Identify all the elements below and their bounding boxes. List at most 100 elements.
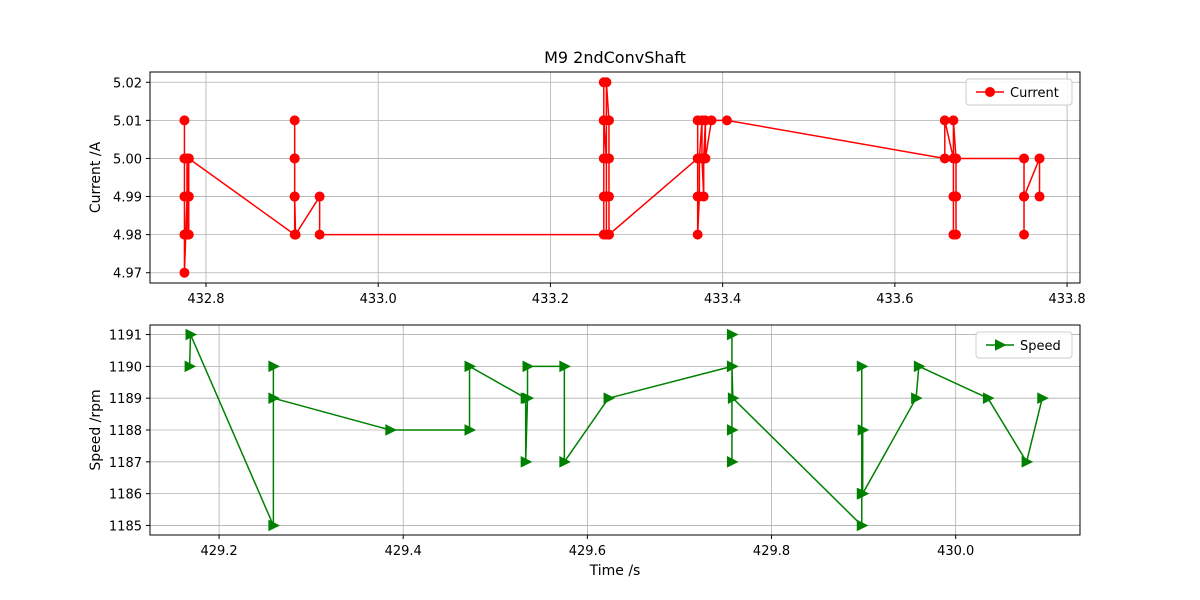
y-tick-label: 5.00 [113,152,142,167]
legend-label: Speed [1020,339,1061,354]
data-point [603,115,614,126]
data-point [289,191,300,202]
data-point [698,191,709,202]
data-point [939,115,950,126]
data-point [268,392,281,404]
data-point [856,519,869,532]
data-point [726,360,739,373]
data-point [268,360,281,373]
data-point [290,229,301,240]
chart-title: M9 2ndConvShaft [544,48,686,67]
data-point [951,229,961,240]
data-point [183,153,194,164]
data-point [706,115,717,126]
data-point [559,360,571,373]
y-tick-label: 1189 [109,392,142,407]
y-axis-label: Speed /rpm [88,389,104,470]
x-tick-label: 433.2 [532,292,569,307]
x-tick-label: 429.2 [200,544,237,559]
x-axis-label: Time /s [589,563,641,579]
data-point [185,328,198,341]
data-point [727,392,740,404]
legend-label: Current [1010,86,1059,101]
data-point [1019,229,1030,240]
x-tick-label: 430.0 [937,544,974,559]
data-point [179,267,190,278]
x-tick-label: 432.8 [187,292,224,307]
x-tick-label: 433.6 [876,292,913,307]
legend: Current [965,78,1073,106]
data-point [721,115,732,126]
data-point [939,153,950,164]
x-tick-label: 429.6 [569,544,606,559]
data-point [179,115,190,126]
y-axis-label: Current /A [88,141,104,213]
data-point [314,191,325,202]
data-point [1019,191,1030,202]
data-point [948,115,959,126]
data-point [522,392,535,404]
data-point [857,424,870,436]
data-point [603,229,614,240]
data-point [726,424,739,436]
data-point [692,229,703,240]
legend-marker [985,87,995,97]
y-tick-label: 4.99 [113,191,142,206]
legend-box [965,78,1073,106]
data-point [522,360,535,373]
y-tick-label: 5.02 [113,76,142,91]
legend-marker [995,339,1007,351]
current-subplot: 432.8 433.0 433.2 433.4 433.6 433.8 4.97 4.98 4.… [88,71,1086,307]
data-point [464,424,477,436]
y-tick-label: 1191 [109,329,142,344]
y-tick-label: 1187 [109,456,142,471]
data-point [982,392,995,404]
data-point [951,191,961,202]
data-point [520,456,533,468]
data-point [268,519,281,532]
data-point [1037,392,1049,404]
x-tick-label: 429.8 [753,544,790,559]
data-point [314,229,325,240]
data-point [911,392,923,404]
data-point [385,424,397,436]
y-tick-label: 4.98 [113,229,142,244]
data-point [603,392,616,404]
data-point [464,360,477,373]
data-point [183,191,194,202]
y-tick-label: 5.01 [113,114,142,129]
data-point [1021,456,1034,468]
data-point [857,487,870,500]
data-point [1034,153,1045,164]
x-tick-label: 433.0 [360,292,397,307]
data-point [184,360,197,373]
data-point [913,360,926,373]
speed-subplot: 429.2 429.4 429.6 429.8 430.0 1185 1186 1187 118… [88,324,1081,579]
data-point [726,456,739,468]
data-point [289,115,300,126]
data-point [856,360,869,373]
y-tick-label: 1190 [109,360,142,375]
plot-frame [149,71,1081,284]
data-point [951,153,961,164]
data-point [700,153,711,164]
data-point [726,328,739,341]
legend: Speed [975,331,1073,359]
y-tick-label: 1185 [109,519,142,534]
x-tick-label: 429.4 [385,544,422,559]
legend-box [975,331,1073,359]
data-point [183,229,194,240]
y-tick-label: 1188 [109,424,142,439]
data-point [559,456,571,468]
x-tick-label: 433.4 [704,292,741,307]
data-point [603,153,614,164]
data-point [1019,153,1030,164]
y-tick-label: 4.97 [113,267,142,282]
data-point [601,77,612,88]
data-point [603,191,614,202]
data-point [289,153,300,164]
data-point [1034,191,1045,202]
x-tick-label: 433.8 [1048,292,1085,307]
y-tick-label: 1186 [109,488,142,503]
